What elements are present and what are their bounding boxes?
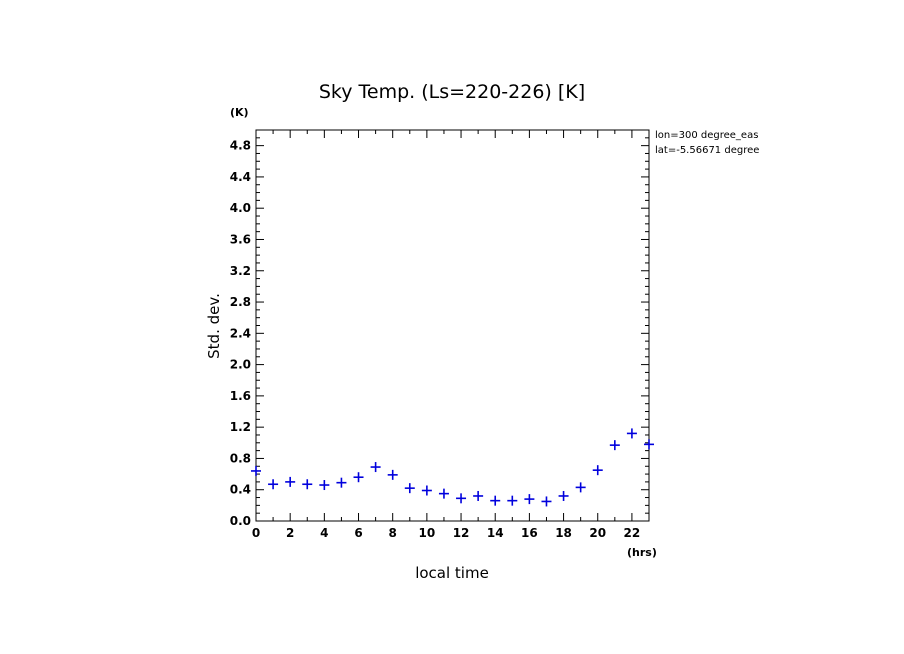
data-point	[268, 479, 279, 490]
y-tick-label: 0.8	[230, 451, 251, 465]
y-tick-label: 0.4	[230, 483, 251, 497]
data-point	[592, 465, 603, 476]
x-tick-label: 18	[555, 526, 572, 540]
x-tick-label: 12	[453, 526, 470, 540]
data-point	[353, 472, 364, 483]
chart-title: Sky Temp. (Ls=220-226) [K]	[319, 81, 585, 103]
data-points	[251, 428, 654, 507]
y-tick-label: 2.4	[230, 326, 251, 340]
x-tick-label: 4	[320, 526, 328, 540]
y-tick-label: 2.0	[230, 358, 251, 372]
x-unit-label: (hrs)	[627, 546, 657, 559]
x-axis-label: local time	[415, 564, 489, 582]
data-point	[336, 477, 347, 488]
data-point	[626, 428, 637, 439]
y-tick-label: 4.4	[230, 170, 251, 184]
x-tick-label: 6	[354, 526, 362, 540]
x-tick-label: 2	[286, 526, 294, 540]
data-point	[438, 488, 449, 499]
data-point	[473, 490, 484, 501]
data-point	[575, 482, 586, 493]
data-point	[524, 494, 535, 505]
x-tick-label: 8	[389, 526, 397, 540]
data-point	[558, 490, 569, 501]
data-point	[285, 476, 296, 487]
plot-frame	[255, 129, 650, 522]
x-tick-label: 10	[419, 526, 436, 540]
y-tick-label: 3.6	[230, 232, 251, 246]
y-tick-label: 3.2	[230, 264, 251, 278]
x-tick-label: 14	[487, 526, 504, 540]
data-point	[302, 479, 313, 490]
x-tick-label: 20	[589, 526, 606, 540]
data-point	[507, 495, 518, 506]
data-point	[251, 465, 261, 476]
y-tick-label: 2.8	[230, 295, 251, 309]
tick-labels: 0.0 0.4 0.8 1.2 1.6 2.0 2.4 2.8 3.2 3.6 4.0 4.4 4.8 0…	[230, 139, 641, 540]
data-point	[387, 469, 398, 480]
x-tick-label: 16	[521, 526, 538, 540]
annotation-lat: lat=-5.56671 degree	[655, 145, 759, 156]
y-tick-label: 1.6	[230, 389, 251, 403]
data-point	[609, 440, 620, 451]
axis-ticks	[255, 129, 650, 522]
data-point	[644, 439, 654, 450]
y-unit-label: (K)	[230, 106, 249, 119]
y-tick-label: 4.0	[230, 201, 251, 215]
y-tick-label: 0.0	[230, 514, 251, 528]
annotation-lon: lon=300 degree_eas	[655, 130, 758, 141]
data-point	[456, 493, 467, 504]
y-tick-label: 1.2	[230, 420, 251, 434]
y-tick-label: 4.8	[230, 139, 251, 153]
y-axis-label: Std. dev.	[205, 293, 223, 359]
x-tick-label: 22	[624, 526, 641, 540]
x-tick-label: 0	[252, 526, 260, 540]
data-point	[421, 485, 432, 496]
data-point	[404, 483, 415, 494]
data-point	[319, 480, 330, 491]
data-point	[541, 496, 552, 507]
data-point	[490, 495, 501, 506]
data-point	[370, 462, 381, 473]
